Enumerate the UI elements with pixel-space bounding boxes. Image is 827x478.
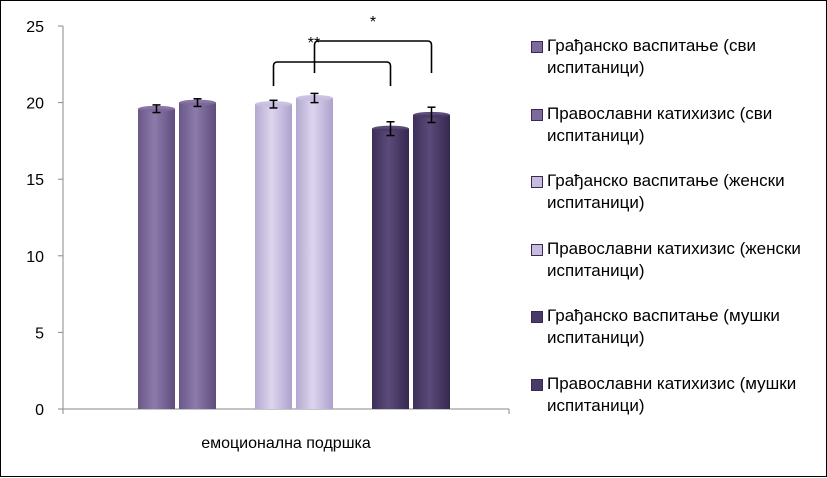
y-tick-label: 0 bbox=[35, 402, 44, 419]
significance-label: * bbox=[370, 14, 376, 31]
legend-swatch bbox=[531, 378, 543, 391]
significance-bracket bbox=[313, 40, 433, 73]
legend-swatch bbox=[531, 41, 543, 53]
bar bbox=[255, 104, 292, 409]
legend-item: Православни катихизис (мушки испитаници) bbox=[529, 373, 819, 441]
legend-item: Грађанско васпитање (сви испитаници) bbox=[529, 35, 819, 103]
legend-item: Православни катихизис (женски испитаници… bbox=[529, 238, 819, 306]
legend-swatch bbox=[531, 243, 543, 256]
legend-label: Грађанско васпитање (мушки испитаници) bbox=[547, 306, 780, 347]
bar bbox=[179, 102, 216, 409]
bar bbox=[296, 98, 333, 409]
legend-swatch bbox=[531, 311, 543, 323]
legend-label: Православни катихизис (женски испитаници… bbox=[547, 238, 801, 280]
bar bbox=[372, 128, 409, 410]
legend-label: Православни катихизис (сви испитаници) bbox=[547, 103, 773, 145]
legend-swatch bbox=[531, 108, 543, 121]
significance-bracket bbox=[272, 61, 392, 86]
bar bbox=[413, 114, 450, 409]
legend: Грађанско васпитање (сви испитаници) Прав… bbox=[529, 35, 819, 440]
y-tick-label: 25 bbox=[26, 19, 44, 36]
legend-item: Православни катихизис (сви испитаници) bbox=[529, 103, 819, 171]
y-tick-label: 5 bbox=[35, 325, 44, 342]
legend-label: Грађанско васпитање (сви испитаници) bbox=[547, 36, 756, 77]
legend-label: Грађанско васпитање (женски испитаници) bbox=[547, 171, 785, 212]
legend-label: Православни катихизис (мушки испитаници) bbox=[547, 373, 797, 415]
y-tick-label: 20 bbox=[26, 96, 44, 113]
y-tick-label: 15 bbox=[26, 172, 44, 189]
legend-swatch bbox=[531, 176, 543, 188]
legend-item: Грађанско васпитање (женски испитаници) bbox=[529, 170, 819, 238]
category-label: емоционална подршка bbox=[201, 435, 371, 452]
bar bbox=[138, 108, 175, 409]
y-tick-label: 10 bbox=[26, 249, 44, 266]
legend-item: Грађанско васпитање (мушки испитаници) bbox=[529, 305, 819, 373]
